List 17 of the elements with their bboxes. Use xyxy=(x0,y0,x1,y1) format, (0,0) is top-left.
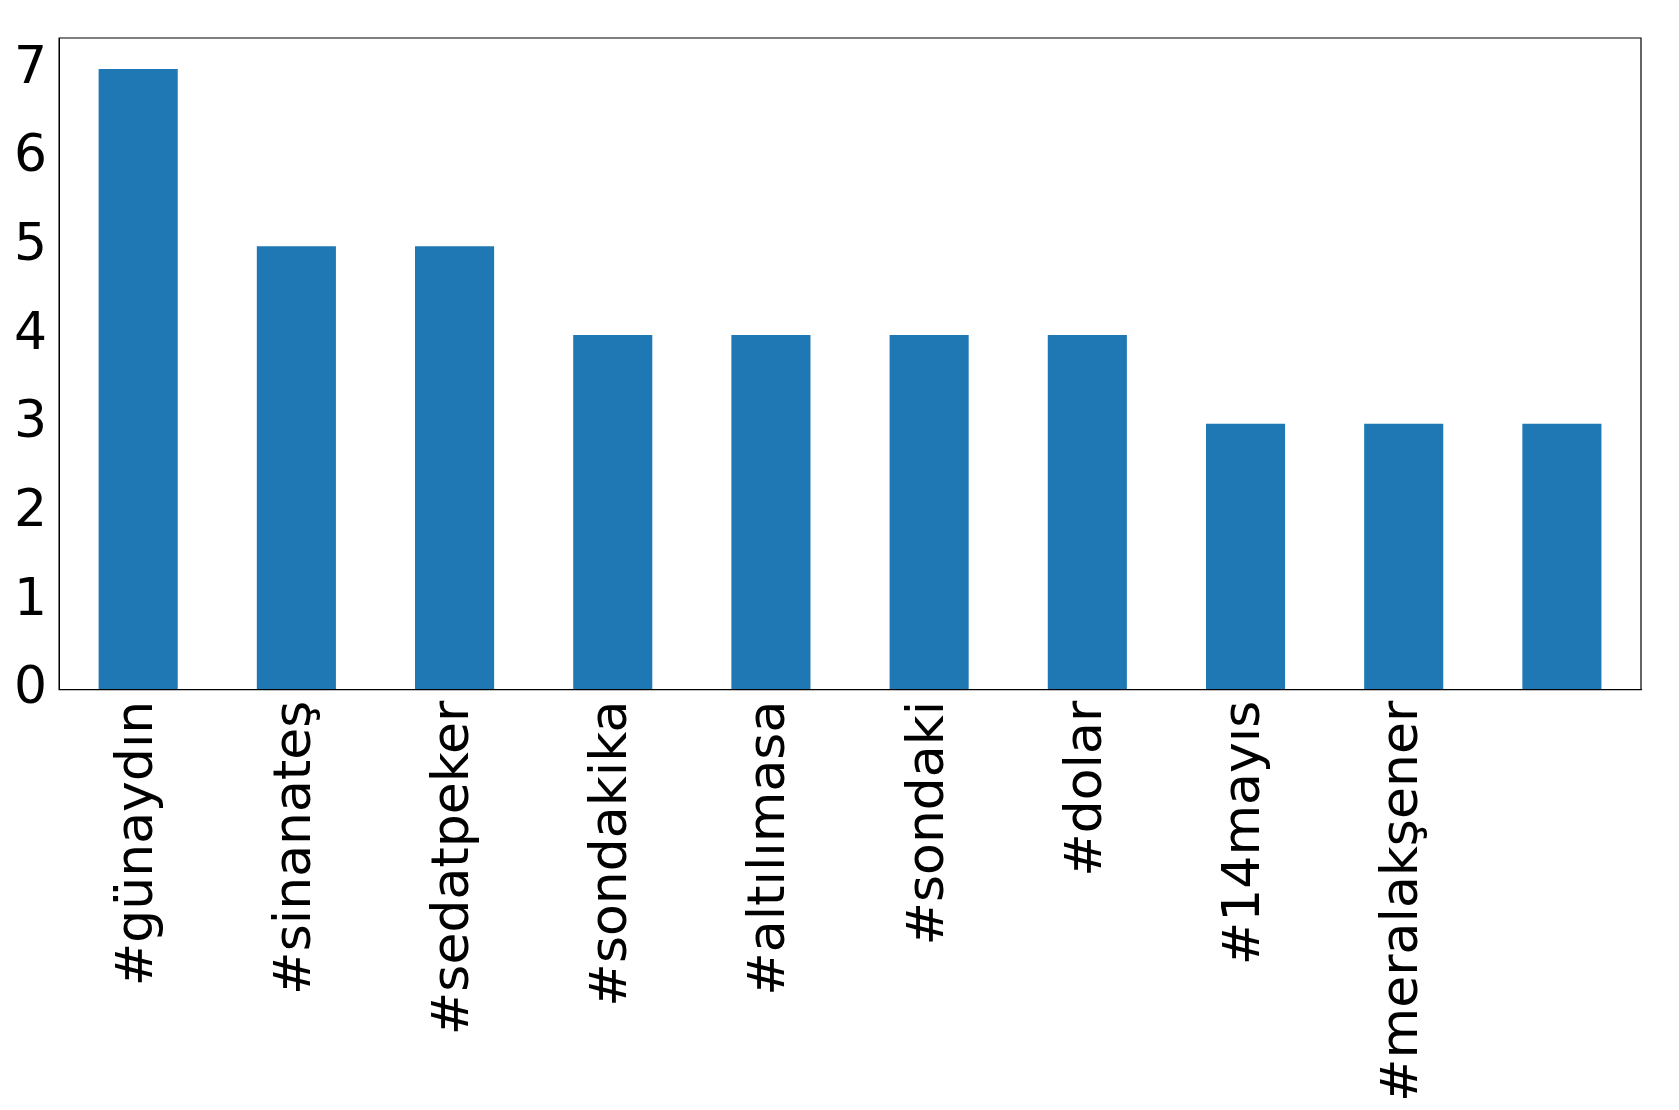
x-tick-label: #meralakşener xyxy=(1369,700,1430,1103)
y-tick-label: 7 xyxy=(13,34,48,95)
y-tick-label: 5 xyxy=(13,211,48,272)
y-tick-label: 6 xyxy=(13,123,48,184)
x-tick-label: #sinanateş xyxy=(261,700,322,995)
y-tick-label: 4 xyxy=(13,300,48,361)
x-tick-label: #14mayıs xyxy=(1211,700,1272,966)
x-tick-label: #günaydın xyxy=(103,700,164,987)
x-tick-label: #sondaki xyxy=(894,700,955,946)
x-tick-label: #dolar xyxy=(1052,700,1113,877)
y-tick-label: 3 xyxy=(13,389,48,450)
x-tick-label: #altılımasa xyxy=(736,700,797,996)
y-tick-label: 0 xyxy=(13,655,48,716)
y-tick-label: 1 xyxy=(13,566,48,627)
x-tick-label: #sondakika xyxy=(578,700,639,1007)
y-tick-label: 2 xyxy=(13,477,48,538)
x-tick-label: #sedatpeker xyxy=(420,700,481,1036)
